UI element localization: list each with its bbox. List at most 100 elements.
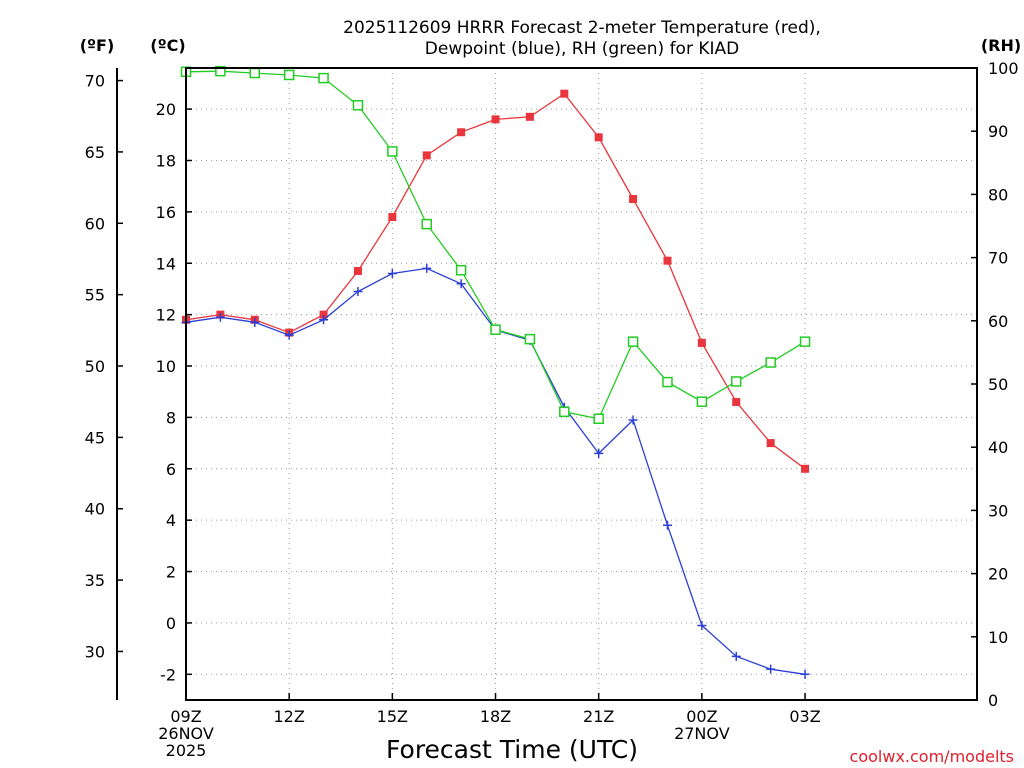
data-point: [628, 415, 638, 425]
rh-tick-label: 80: [988, 185, 1008, 204]
celsius-tick-label: 20: [156, 100, 176, 119]
celsius-tick-label: 0: [166, 614, 176, 633]
data-point: [319, 310, 328, 319]
data-point: [353, 287, 363, 297]
data-point: [559, 406, 570, 418]
fahrenheit-tick-label: 60: [85, 214, 105, 233]
data-point: [387, 269, 397, 279]
data-point: [801, 464, 810, 473]
data-point: [627, 336, 639, 347]
celsius-tick-label: 6: [166, 460, 176, 479]
rh-tick-label: 50: [988, 375, 1008, 394]
rh-tick-label: 100: [988, 59, 1019, 78]
rh-tick-label: 40: [988, 438, 1008, 457]
data-point: [662, 376, 673, 388]
time-tick-label: 03Z: [789, 707, 820, 726]
celsius-tick-label: 14: [156, 254, 176, 273]
time-tick-label: 27NOV: [674, 724, 730, 743]
celsius-tick-label: 18: [156, 151, 176, 170]
celsius-tick-label: 2: [166, 563, 176, 582]
data-point: [524, 333, 536, 345]
rh-tick-label: 10: [988, 628, 1008, 647]
data-point: [456, 279, 466, 289]
data-point: [697, 620, 707, 630]
data-point: [593, 413, 604, 425]
data-point: [696, 396, 708, 407]
celsius-tick-label: 12: [156, 306, 176, 325]
data-point: [663, 256, 672, 265]
fahrenheit-tick-label: 70: [85, 72, 105, 91]
rh-tick-label: 70: [988, 249, 1008, 268]
data-point: [283, 69, 295, 81]
source-credit: coolwx.com/modelts: [850, 747, 1014, 766]
fahrenheit-tick-label: 40: [85, 500, 105, 519]
fahrenheit-tick-label: 55: [85, 286, 105, 305]
data-point: [731, 651, 741, 661]
data-point: [765, 357, 776, 368]
rh-axis: 0 10 20 30 40 50 60 70 80 90 100: [971, 59, 1019, 710]
time-tick-label: 09Z: [170, 707, 201, 726]
data-point: [388, 213, 397, 222]
data-point: [525, 112, 534, 121]
rh-tick-label: 0: [988, 691, 998, 710]
time-tick-label: 12Z: [274, 707, 305, 726]
data-point: [594, 448, 604, 458]
fahrenheit-tick-label: 50: [85, 357, 105, 376]
celsius-tick-label: 10: [156, 357, 176, 376]
rh-tick-label: 90: [988, 122, 1008, 141]
gridlines: [186, 68, 977, 700]
rh-tick-label: 30: [988, 501, 1008, 520]
data-point: [319, 315, 329, 325]
celsius-axis: -2 0 2 4 6 8 10 12 14 16 18 20: [156, 100, 192, 684]
celsius-tick-label: 8: [166, 408, 176, 427]
data-point: [455, 264, 467, 276]
data-point: [387, 146, 398, 157]
fahrenheit-axis: 30 35 40 45 50 55 60 65 70: [85, 72, 123, 661]
data-point: [594, 133, 603, 142]
data-point: [766, 664, 776, 674]
plot-frame: [185, 67, 978, 701]
data-point: [697, 338, 706, 347]
celsius-tick-label: 4: [166, 511, 176, 530]
data-point: [352, 100, 364, 111]
data-point: [560, 89, 569, 98]
data-point: [353, 266, 362, 275]
data-point: [215, 312, 225, 322]
fahrenheit-unit-label: (ºF): [80, 36, 115, 55]
data-point: [422, 151, 431, 160]
data-point: [800, 669, 810, 679]
data-point: [731, 376, 742, 387]
data-point: [491, 115, 500, 124]
rh-tick-label: 20: [988, 565, 1008, 584]
series-line: [185, 92, 806, 470]
data-point: [732, 397, 741, 406]
data-point: [662, 520, 672, 530]
chart-title: 2025112609 HRRR Forecast 2-meter Tempera…: [343, 18, 821, 59]
title-line-1: 2025112609 HRRR Forecast 2-meter Tempera…: [343, 18, 821, 38]
data-point: [250, 317, 260, 327]
celsius-tick-label: 16: [156, 203, 176, 222]
series-layer: [180, 65, 811, 679]
time-tick-label: 15Z: [377, 707, 408, 726]
celsius-tick-label: -2: [160, 665, 176, 684]
data-point: [629, 195, 638, 204]
fahrenheit-tick-label: 65: [85, 143, 105, 162]
fahrenheit-tick-label: 45: [85, 428, 105, 447]
rh-unit-label: (RH): [981, 36, 1021, 55]
time-tick-label: 21Z: [583, 707, 614, 726]
data-point: [421, 218, 432, 230]
fahrenheit-tick-label: 30: [85, 642, 105, 661]
series-2-meter-temperature: [182, 89, 810, 473]
data-point: [799, 336, 811, 347]
series-rh: [180, 65, 811, 425]
data-point: [284, 330, 294, 340]
fahrenheit-tick-label: 35: [85, 571, 105, 590]
celsius-unit-label: (ºC): [150, 36, 185, 55]
time-tick-label: 2025: [166, 741, 207, 760]
data-point: [766, 439, 775, 448]
data-point: [457, 128, 466, 137]
time-tick-label: 26NOV: [158, 724, 214, 743]
x-axis-title: Forecast Time (UTC): [386, 735, 638, 764]
